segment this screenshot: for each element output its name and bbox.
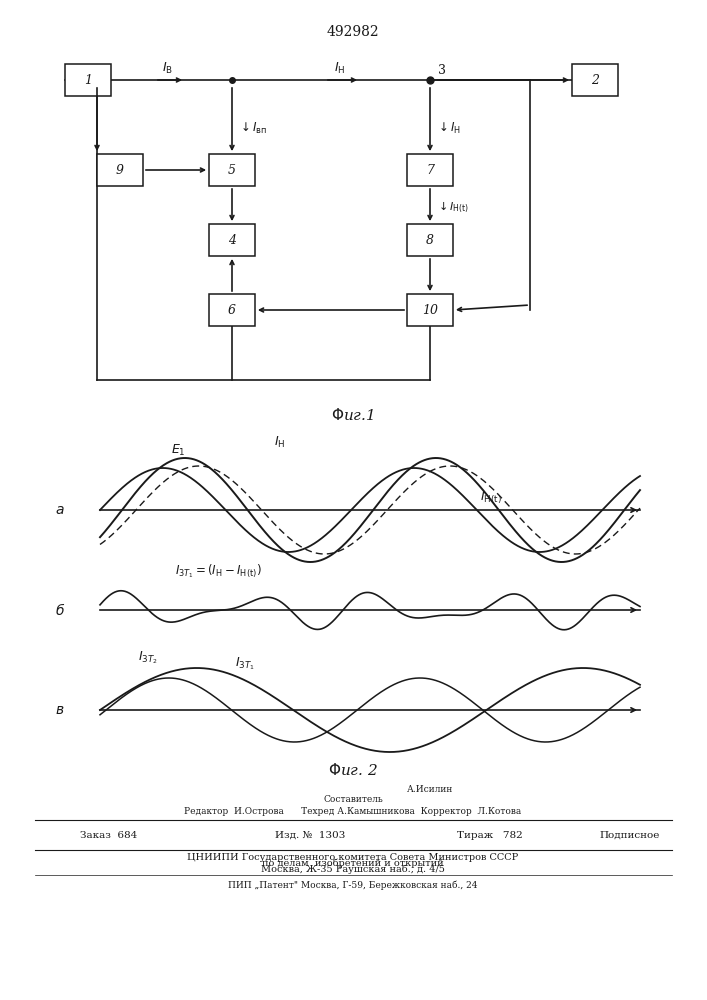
- Text: ПИП „Патент" Москва, Г-59, Бережковская наб., 24: ПИП „Патент" Москва, Г-59, Бережковская …: [228, 880, 478, 890]
- Text: Заказ  684: Заказ 684: [80, 830, 137, 840]
- Text: $I_{\rm H}$: $I_{\rm H}$: [334, 60, 346, 76]
- Bar: [97, 154, 143, 186]
- Text: 1: 1: [84, 74, 92, 87]
- Text: 8: 8: [426, 233, 434, 246]
- Bar: [209, 294, 255, 326]
- Text: Изд. №  1303: Изд. № 1303: [275, 830, 345, 840]
- Text: $\downarrow I_{\rm вп}$: $\downarrow I_{\rm вп}$: [238, 120, 267, 136]
- Text: $I_{\rm H(t)}$: $I_{\rm H(t)}$: [480, 490, 502, 506]
- Text: $в$: $в$: [55, 703, 65, 717]
- Text: $I_{\rm H}$: $I_{\rm H}$: [274, 435, 286, 450]
- Text: Тираж   782: Тираж 782: [457, 830, 523, 840]
- Text: $а$: $а$: [55, 503, 65, 517]
- Text: 4: 4: [228, 233, 236, 246]
- Text: 492982: 492982: [327, 25, 380, 39]
- Bar: [407, 294, 453, 326]
- Bar: [572, 64, 618, 96]
- Text: $E_1$: $E_1$: [170, 443, 185, 458]
- Text: $I_{3T_1}$: $I_{3T_1}$: [235, 655, 255, 672]
- Text: $б$: $б$: [55, 602, 65, 618]
- Text: $I_{3T_2}$: $I_{3T_2}$: [138, 649, 158, 666]
- Bar: [407, 224, 453, 256]
- Text: 2: 2: [591, 74, 599, 87]
- Text: 3: 3: [438, 64, 446, 77]
- Bar: [407, 154, 453, 186]
- Text: Подписное: Подписное: [600, 830, 660, 840]
- Text: 6: 6: [228, 304, 236, 316]
- Text: ЦНИИПИ Государственного комитета Совета Министров СССР: ЦНИИПИ Государственного комитета Совета …: [187, 852, 519, 861]
- Text: Москва, Ж-35 Раушская наб., д. 4/5: Москва, Ж-35 Раушская наб., д. 4/5: [261, 864, 445, 874]
- Text: $\Phi$иг. 2: $\Phi$иг. 2: [328, 762, 378, 778]
- Text: Составитель: Составитель: [323, 796, 383, 804]
- Text: 10: 10: [422, 304, 438, 316]
- Text: $\downarrow I_{\rm H(t)}$: $\downarrow I_{\rm H(t)}$: [436, 199, 469, 215]
- Text: А.Исилин: А.Исилин: [407, 786, 453, 794]
- Bar: [209, 224, 255, 256]
- Text: $\downarrow I_{\rm H}$: $\downarrow I_{\rm H}$: [436, 120, 461, 136]
- Text: Редактор  И.Острова      Техред А.Камышникова  Корректор  Л.Котова: Редактор И.Острова Техред А.Камышникова …: [185, 808, 522, 816]
- Text: 7: 7: [426, 163, 434, 176]
- Text: $I_{\rm B}$: $I_{\rm B}$: [163, 60, 173, 76]
- Text: 5: 5: [228, 163, 236, 176]
- Text: $I_{3T_1}=(I_{\rm H}-I_{\rm H(t)})$: $I_{3T_1}=(I_{\rm H}-I_{\rm H(t)})$: [175, 562, 262, 580]
- Text: по делам  изобретений и открытий: по делам изобретений и открытий: [262, 858, 444, 868]
- Text: 9: 9: [116, 163, 124, 176]
- Bar: [209, 154, 255, 186]
- Bar: [65, 64, 111, 96]
- Text: $\Phi$иг.1: $\Phi$иг.1: [332, 407, 375, 423]
